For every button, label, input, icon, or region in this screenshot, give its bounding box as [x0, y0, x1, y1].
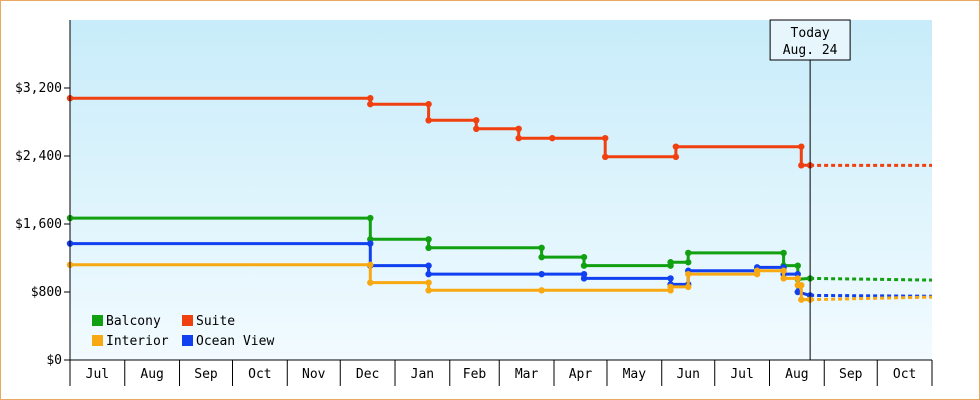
series-ocean-view-point — [538, 270, 545, 278]
series-suite-point — [515, 134, 522, 142]
series-interior-point — [367, 279, 374, 286]
series-interior-point — [685, 283, 692, 291]
series-suite-point — [425, 117, 432, 124]
today-date-label: Aug. 24 — [783, 43, 838, 58]
series-ocean-view-point — [425, 270, 432, 278]
y-tick-label: $2,400 — [15, 149, 62, 164]
series-ocean-view-point — [580, 275, 588, 282]
legend-swatch — [182, 335, 193, 346]
x-tick-label: Sep — [194, 367, 218, 382]
series-suite-point — [798, 162, 805, 169]
series-balcony-point — [667, 259, 674, 266]
series-interior-point — [780, 267, 787, 274]
legend-label: Interior — [106, 334, 169, 349]
series-layer — [66, 95, 933, 303]
legend-swatch — [182, 315, 193, 326]
series-suite-point — [425, 100, 432, 108]
today-marker: Today Aug. 24 — [769, 19, 851, 360]
series-interior-point — [685, 270, 692, 278]
series-interior-point — [798, 296, 805, 303]
today-box — [769, 19, 851, 61]
x-tick-label: Oct — [248, 367, 271, 382]
y-tick-label: $3,200 — [15, 81, 62, 96]
y-tick-label: $1,600 — [15, 217, 62, 232]
legend-label: Ocean View — [196, 334, 274, 349]
series-suite-point — [798, 143, 805, 150]
x-tick-label: Aug — [785, 367, 808, 382]
x-tick-label: Oct — [893, 367, 916, 382]
today-label: Today — [791, 26, 830, 41]
x-tick-label: Jul — [86, 367, 109, 382]
series-suite-point — [473, 117, 480, 124]
series-balcony-point — [425, 236, 432, 243]
series-suite-point — [549, 134, 556, 142]
x-tick-label: Nov — [302, 367, 326, 382]
plot-background — [70, 20, 932, 360]
series-interior-projection — [810, 295, 933, 302]
series-interior-point — [367, 261, 374, 268]
series-interior-point — [794, 275, 801, 282]
series-balcony-point — [425, 244, 432, 251]
y-tick-label: $800 — [31, 285, 62, 300]
series-balcony-point — [367, 214, 374, 222]
series-suite-point — [672, 153, 680, 161]
series-interior-point — [425, 279, 432, 286]
legend-label: Balcony — [106, 314, 161, 329]
x-tick-label: Apr — [569, 367, 593, 382]
series-balcony-point — [794, 262, 801, 269]
series-balcony-point — [538, 244, 545, 251]
x-tick-label: Jul — [730, 367, 753, 382]
legend-swatch — [92, 335, 103, 346]
series-suite-point — [602, 153, 609, 161]
x-tick-label: Sep — [839, 367, 863, 382]
series-balcony-point — [780, 249, 787, 257]
series-interior-point — [667, 283, 674, 291]
x-tick-label: May — [623, 367, 647, 382]
series-interior-point — [780, 275, 787, 282]
x-tick-label: Mar — [515, 367, 539, 382]
x-tick-label: Dec — [356, 367, 379, 382]
series-balcony-projection — [810, 276, 933, 282]
series-balcony-point — [538, 253, 545, 261]
legend-label: Suite — [196, 314, 235, 329]
legend: Balcony Suite Interior Ocean View — [92, 314, 274, 349]
x-tick-label: Aug — [140, 367, 163, 382]
series-suite-point — [515, 125, 522, 132]
series-interior-point — [753, 267, 761, 274]
legend-swatch — [92, 315, 103, 326]
series-balcony-point — [685, 249, 692, 257]
x-tick-label: Jun — [676, 367, 699, 382]
x-tick-label: Jan — [411, 367, 434, 382]
series-balcony-point — [580, 253, 588, 261]
series-interior-point — [798, 282, 805, 289]
series-suite-point — [473, 125, 480, 132]
series-balcony-point — [685, 259, 692, 266]
y-tick-label: $0 — [46, 353, 62, 368]
series-suite-point — [602, 134, 609, 142]
series-ocean-view-point — [367, 240, 374, 247]
series-balcony-point — [580, 262, 588, 269]
axis-layer: $0 $800 $1,600 $2,400 $3,200 Jul Aug Sep Oct Nov D… — [15, 20, 933, 386]
series-suite-point — [367, 95, 374, 102]
series-ocean-view-point — [794, 288, 801, 296]
series-ocean-view-point — [667, 275, 674, 282]
series-suite-point — [672, 143, 680, 150]
x-tick-label: Feb — [463, 367, 487, 382]
series-ocean-view-point — [425, 262, 432, 269]
series-suite-point — [367, 100, 374, 108]
series-interior-point — [538, 287, 545, 294]
series-interior-point — [425, 287, 432, 294]
